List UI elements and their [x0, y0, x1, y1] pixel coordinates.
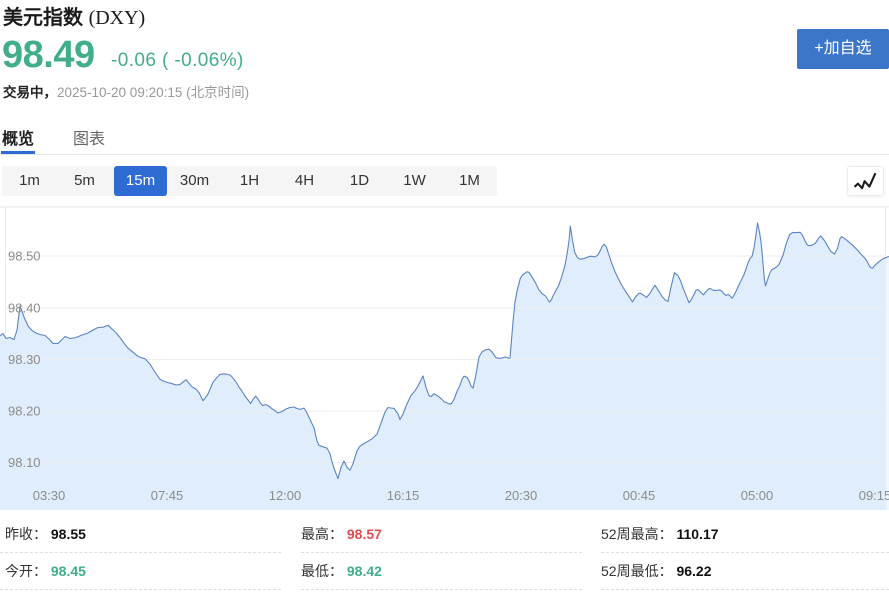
svg-text:12:00: 12:00 — [269, 488, 302, 503]
svg-text:98.40: 98.40 — [8, 301, 41, 316]
svg-text:98.20: 98.20 — [8, 404, 41, 419]
svg-text:05:00: 05:00 — [741, 488, 774, 503]
svg-text:98.30: 98.30 — [8, 352, 41, 367]
svg-text:09:15: 09:15 — [859, 488, 889, 503]
svg-text:20:30: 20:30 — [505, 488, 538, 503]
svg-text:98.10: 98.10 — [8, 455, 41, 470]
svg-text:07:45: 07:45 — [151, 488, 184, 503]
svg-text:00:45: 00:45 — [623, 488, 656, 503]
svg-text:16:15: 16:15 — [387, 488, 420, 503]
svg-text:98.50: 98.50 — [8, 249, 41, 264]
svg-text:03:30: 03:30 — [33, 488, 66, 503]
